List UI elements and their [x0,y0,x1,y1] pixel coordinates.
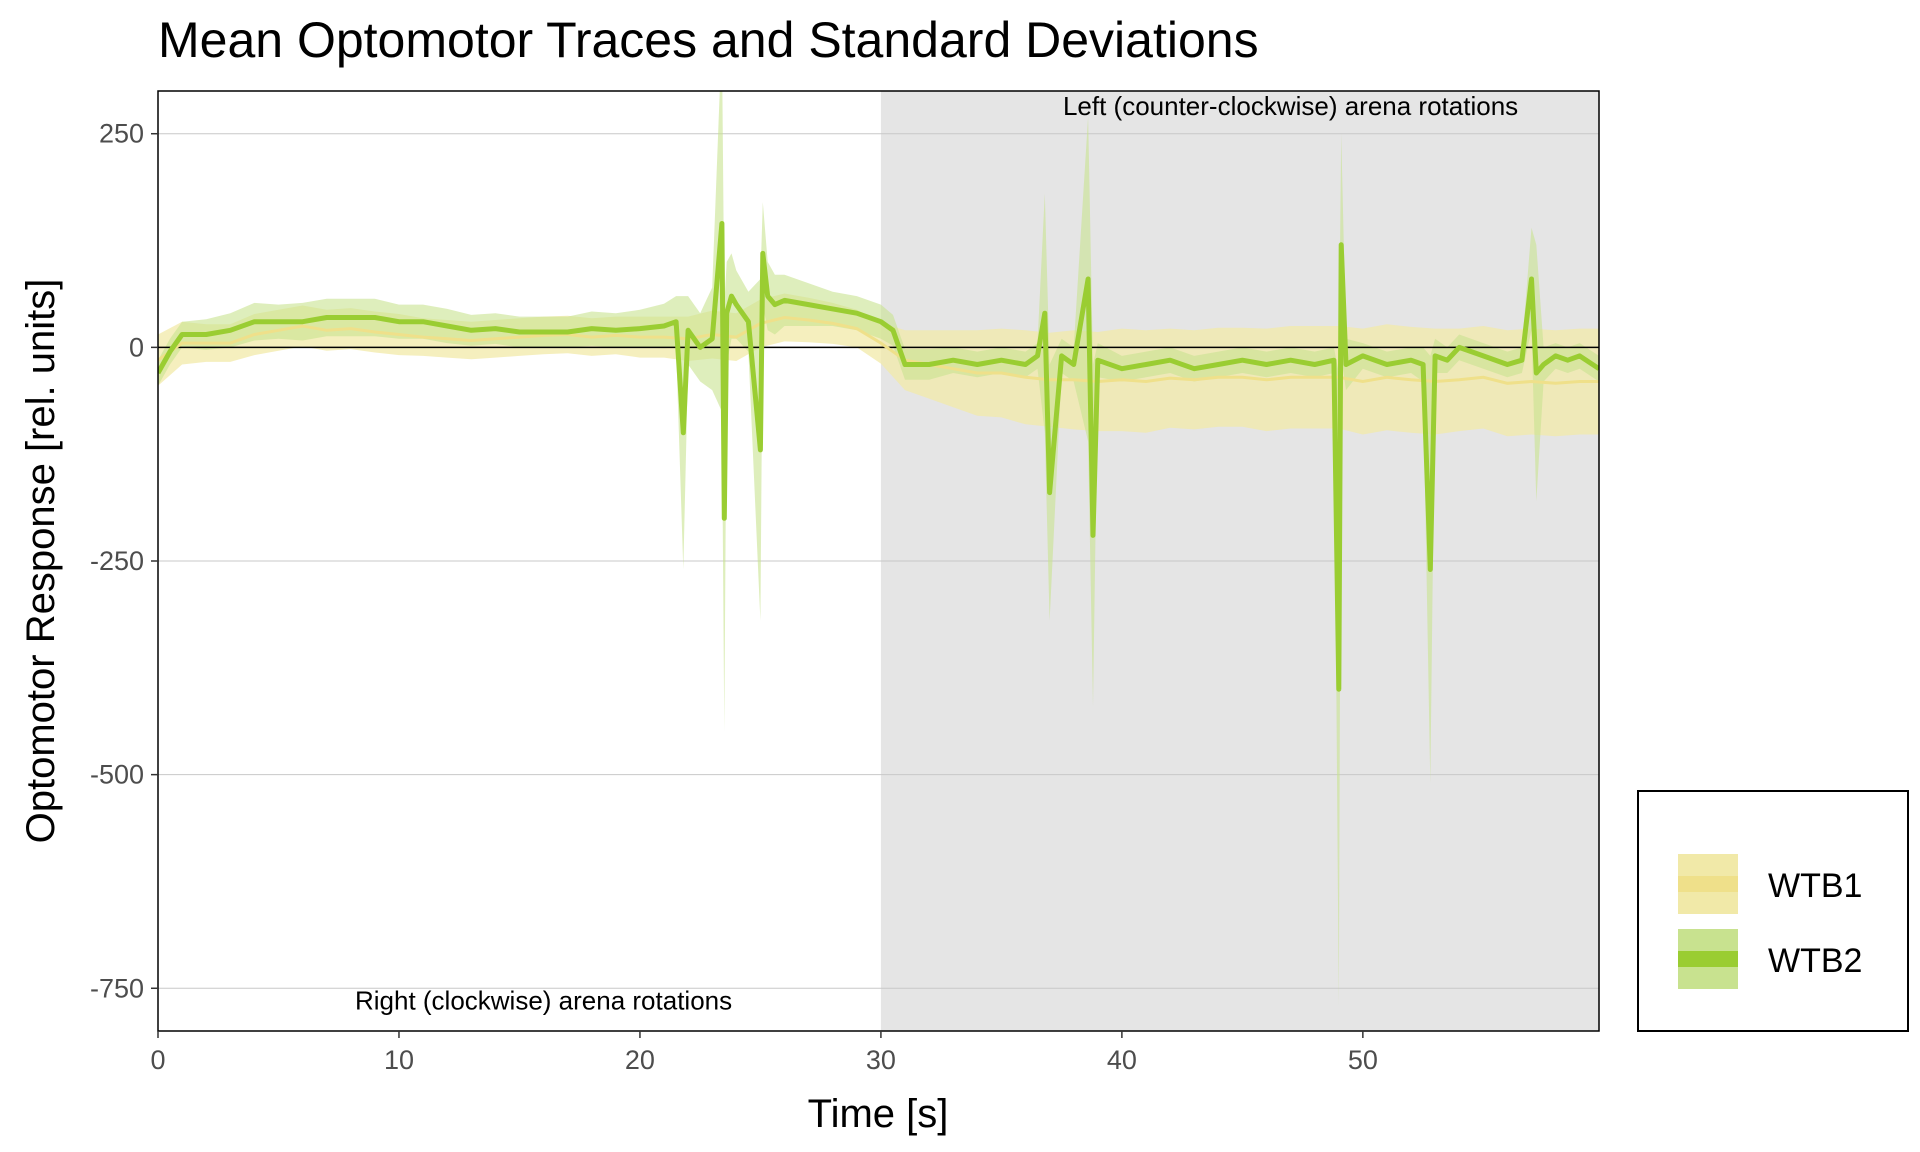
wtb1-mean-line [158,315,1599,385]
y-tick-label: -250 [90,546,144,576]
plot-area [158,91,1599,1006]
legend-label-wtb2: WTB2 [1768,942,1862,980]
x-axis: 0 10 20 30 40 50 [150,1031,1378,1075]
x-axis-title: Time [s] [808,1092,949,1136]
x-tick-label: 10 [384,1045,414,1075]
legend-label-wtb1: WTB1 [1768,867,1862,905]
wtb2-mean-line [158,221,1599,692]
chart-title: Mean Optomotor Traces and Standard Devia… [158,12,1259,68]
y-tick-label: -500 [90,760,144,790]
wtb1-legend-line-key [1678,876,1738,892]
y-axis-title: Optomotor Response [rel. units] [19,279,63,844]
x-tick-label: 20 [625,1045,655,1075]
x-tick-label: 50 [1348,1045,1378,1075]
y-axis: 250 0 -250 -500 -750 [90,119,158,1003]
y-tick-label: 0 [129,332,144,362]
wtb2-legend-line-key [1678,951,1738,967]
legend: WTB1 WTB2 [1637,790,1909,1032]
wtb2-sd-band [158,91,1599,1006]
x-tick-label: 0 [150,1045,165,1075]
y-tick-label: 250 [99,119,144,149]
x-tick-label: 40 [1107,1045,1137,1075]
y-tick-label: -750 [90,973,144,1003]
left-rotations-annotation: Left (counter-clockwise) arena rotations [1063,91,1518,121]
x-tick-label: 30 [866,1045,896,1075]
right-rotations-annotation: Right (clockwise) arena rotations [355,986,732,1016]
